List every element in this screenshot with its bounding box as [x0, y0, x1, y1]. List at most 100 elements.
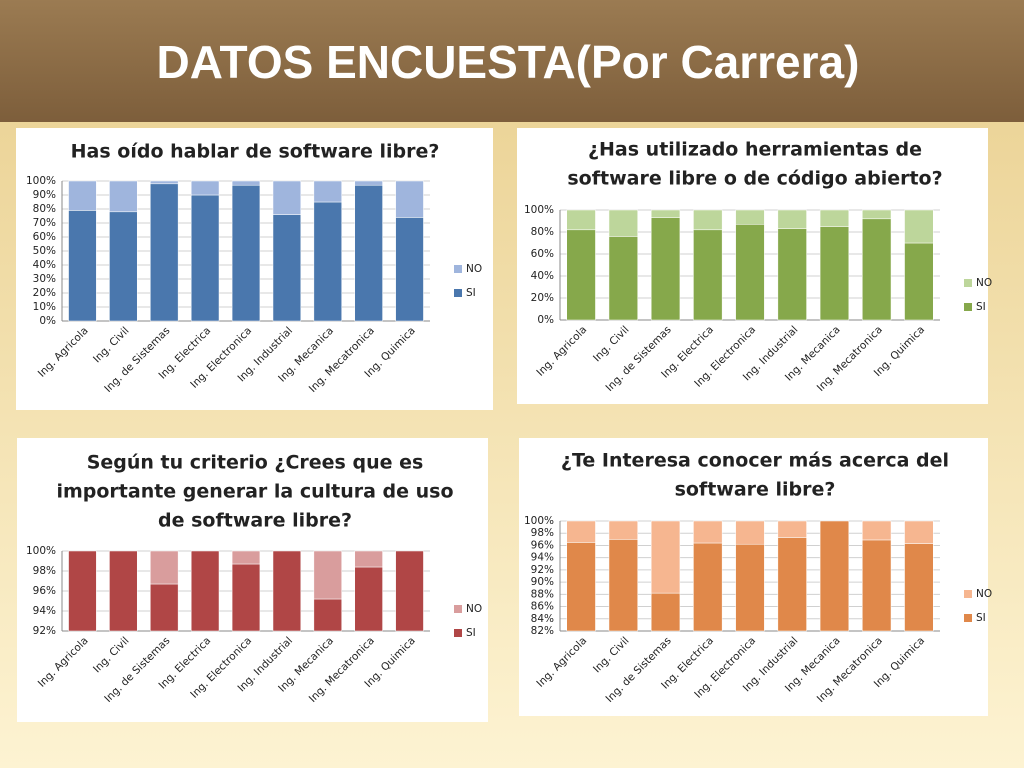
bar-segment: [68, 180, 97, 211]
bar-segment: [272, 214, 302, 322]
bar-segment: [777, 520, 807, 538]
bar-segment: [608, 236, 638, 321]
bar-segment: [231, 563, 261, 632]
bar-segment: [68, 210, 97, 322]
bar-segment: [354, 180, 383, 186]
legend-label: NO: [466, 263, 482, 275]
bar-segment: [735, 543, 765, 632]
bar-segment: [395, 217, 424, 322]
bar-segment: [272, 550, 302, 632]
bar-segment: [693, 542, 723, 632]
chart-title: ¿Has utilizado herramientas de: [588, 139, 922, 161]
legend-swatch: [964, 279, 972, 287]
bar-segment: [313, 180, 342, 203]
bar-segment: [354, 566, 383, 632]
chart-title: software libre o de código abierto?: [567, 168, 942, 190]
y-tick-label: 90%: [531, 576, 554, 588]
bar-segment: [904, 209, 934, 244]
chart-title: Según tu criterio ¿Crees que es: [87, 452, 424, 474]
y-tick-label: 96%: [33, 585, 56, 597]
bar-segment: [150, 550, 179, 585]
bar-segment: [777, 228, 807, 321]
legend-label: SI: [466, 627, 476, 639]
chart-title: de software libre?: [158, 510, 352, 532]
y-tick-label: 80%: [33, 203, 56, 215]
legend-swatch: [454, 629, 462, 637]
bar-segment: [904, 543, 934, 632]
bar-segment: [735, 520, 765, 545]
bar-segment: [862, 209, 892, 220]
y-tick-label: 60%: [33, 231, 56, 243]
y-tick-label: 30%: [33, 273, 56, 285]
y-tick-label: 96%: [531, 539, 554, 551]
legend-swatch: [454, 265, 462, 273]
bar-segment: [650, 520, 681, 594]
chart-title: software libre?: [675, 479, 836, 501]
legend-label: SI: [466, 287, 476, 299]
y-tick-label: 94%: [33, 605, 56, 617]
bar-segment: [650, 592, 681, 632]
legend-swatch: [454, 289, 462, 297]
y-tick-label: 80%: [531, 226, 554, 238]
y-tick-label: 98%: [531, 527, 554, 539]
y-tick-label: 86%: [531, 601, 554, 613]
chart: Según tu criterio ¿Crees que es important…: [17, 438, 488, 722]
y-tick-label: 10%: [33, 301, 56, 313]
legend-label: NO: [976, 588, 992, 600]
bar-segment: [777, 209, 807, 229]
header: [0, 0, 1024, 122]
bar-segment: [190, 194, 220, 322]
bar-segment: [904, 242, 934, 321]
bar-segment: [862, 520, 892, 541]
bar-segment: [354, 550, 383, 568]
legend-label: SI: [976, 612, 986, 624]
y-tick-label: 92%: [531, 564, 554, 576]
bar-segment: [735, 224, 765, 321]
y-tick-label: 84%: [531, 613, 554, 625]
bar-segment: [150, 180, 179, 185]
bar-segment: [231, 184, 261, 322]
chart: ¿Has utilizado herramientas de software l…: [517, 128, 992, 404]
bar-segment: [150, 583, 179, 632]
chart-title: ¿Te Interesa conocer más acerca del: [561, 450, 949, 472]
chart: ¿Te Interesa conocer más acerca del softw…: [519, 438, 992, 716]
bar-segment: [566, 209, 596, 231]
bar-segment: [904, 520, 934, 544]
y-tick-label: 20%: [33, 287, 56, 299]
bar-segment: [231, 550, 261, 565]
y-tick-label: 92%: [33, 625, 56, 637]
y-tick-label: 100%: [524, 204, 554, 216]
bar-segment: [313, 598, 342, 632]
bar-segment: [777, 537, 807, 632]
bar-segment: [190, 180, 220, 196]
y-tick-label: 100%: [26, 175, 56, 187]
bar-segment: [150, 183, 179, 322]
bar-segment: [819, 209, 850, 227]
bar-segment: [272, 180, 302, 215]
y-tick-label: 100%: [524, 515, 554, 527]
legend-swatch: [964, 303, 972, 311]
chart: Has oído hablar de software libre? 0% 10% 2…: [16, 128, 493, 410]
bar-segment: [693, 229, 723, 321]
bar-segment: [862, 539, 892, 632]
bar-segment: [819, 226, 850, 321]
chart-title: Has oído hablar de software libre?: [71, 141, 440, 163]
legend-label: NO: [466, 603, 482, 615]
slide-title: DATOS ENCUESTA(Por Carrera): [157, 36, 860, 88]
bar-segment: [819, 520, 850, 632]
bar-segment: [566, 542, 596, 632]
bar-segment: [395, 550, 424, 632]
chart-title: importante generar la cultura de uso: [56, 481, 453, 503]
y-tick-label: 94%: [531, 552, 554, 564]
legend-swatch: [964, 590, 972, 598]
bar-segment: [650, 217, 681, 321]
bar-segment: [735, 209, 765, 225]
bar-segment: [109, 550, 138, 632]
bar-segment: [693, 209, 723, 231]
legend-label: SI: [976, 301, 986, 313]
y-tick-label: 40%: [531, 270, 554, 282]
legend-label: NO: [976, 277, 992, 289]
bar-segment: [354, 184, 383, 322]
